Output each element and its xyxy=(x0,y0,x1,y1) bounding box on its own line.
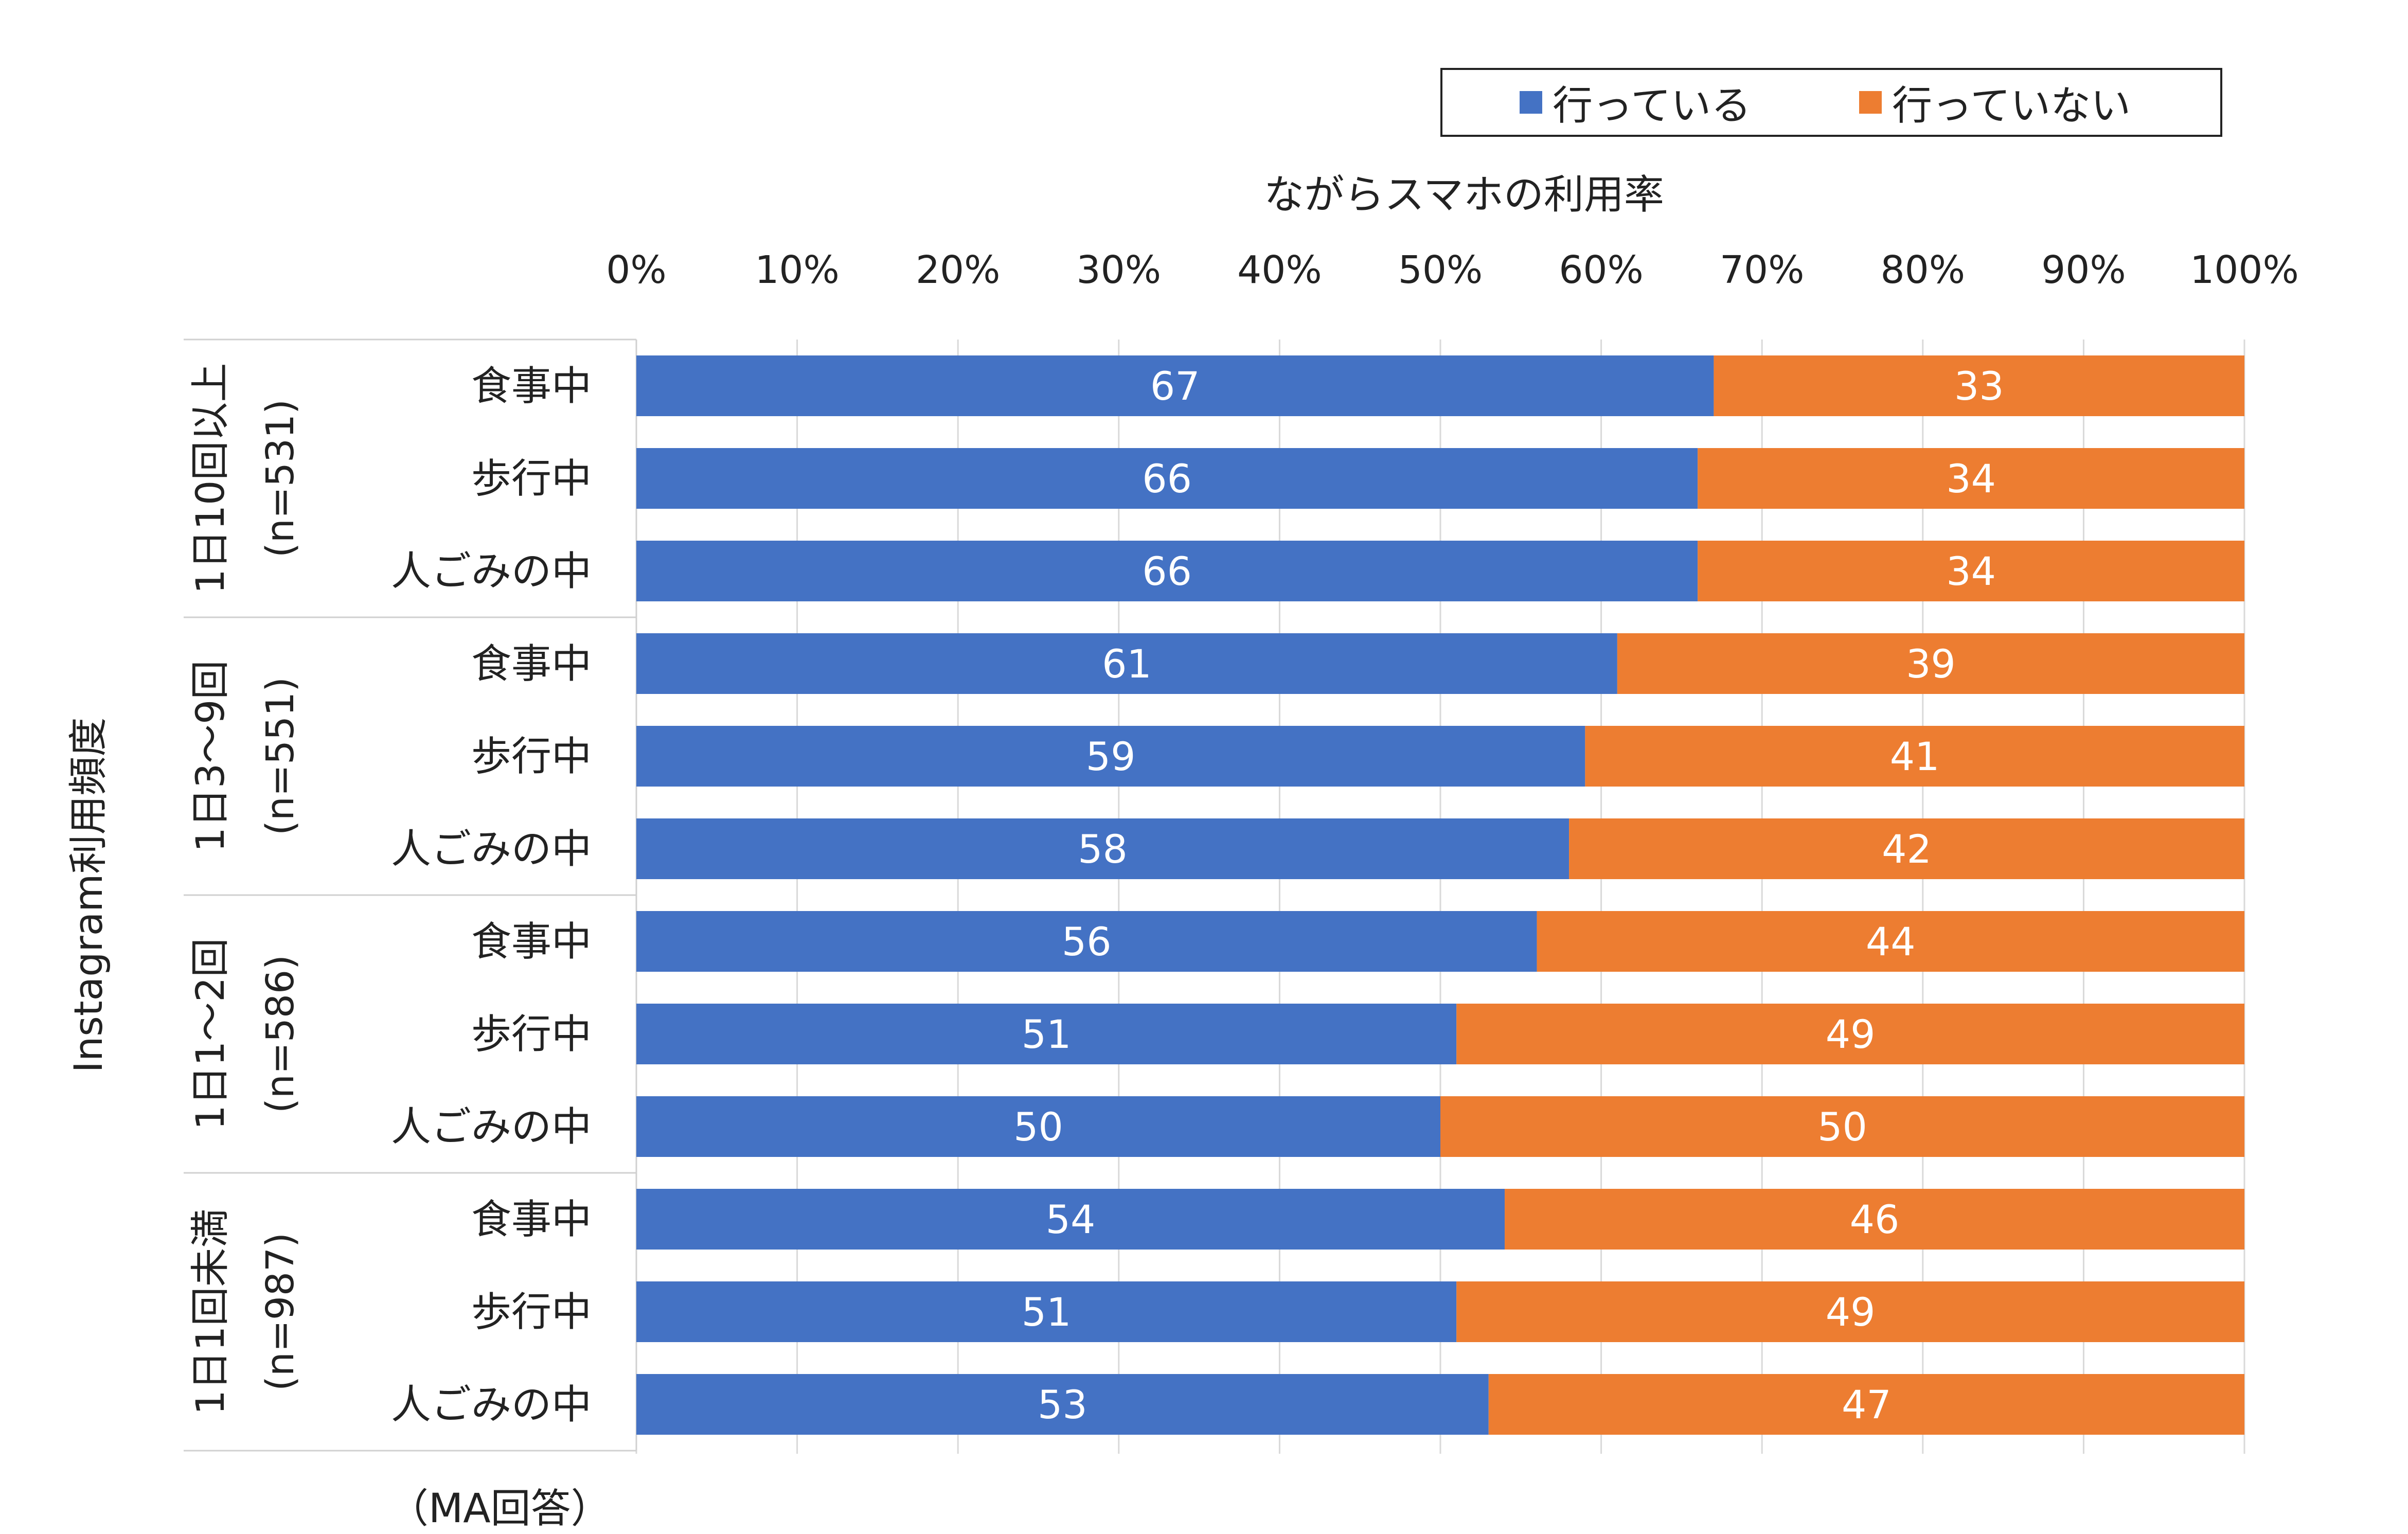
bar-value-label: 61 xyxy=(1102,641,1152,687)
bar-not-done xyxy=(1569,818,2244,879)
legend-item-not-done: 行っていない xyxy=(1859,70,2131,135)
bar-value-label: 47 xyxy=(1842,1382,1892,1428)
legend-item-done: 行っている xyxy=(1520,70,1751,135)
bar-done xyxy=(636,541,1698,601)
bar-done xyxy=(636,633,1617,694)
group-sample-size: (n=551) xyxy=(258,677,302,835)
x-tick-label: 10% xyxy=(755,248,839,292)
group-sample-size: (n=987) xyxy=(258,1233,302,1391)
bar-not-done xyxy=(1488,1374,2244,1435)
bar-done xyxy=(636,1374,1489,1435)
bar-value-label: 56 xyxy=(1062,919,1112,965)
legend-swatch-done xyxy=(1520,91,1542,114)
bar-value-label: 50 xyxy=(1817,1104,1867,1150)
bar-value-label: 67 xyxy=(1150,363,1200,409)
category-label: 食事中 xyxy=(471,363,592,409)
bar-done xyxy=(636,1096,1440,1157)
bar-done xyxy=(636,355,1714,416)
category-label: 食事中 xyxy=(471,1197,592,1243)
legend-swatch-not-done xyxy=(1859,91,1882,114)
x-tick-label: 20% xyxy=(916,248,1000,292)
bar-done xyxy=(636,1004,1457,1064)
bar-value-label: 34 xyxy=(1946,456,1996,502)
bar-value-label: 54 xyxy=(1046,1197,1096,1242)
legend-label-done: 行っている xyxy=(1553,83,1752,129)
x-tick-label: 80% xyxy=(1881,248,1965,292)
bar-value-label: 51 xyxy=(1022,1289,1072,1335)
bar-value-label: 51 xyxy=(1022,1011,1072,1057)
legend-label-not-done: 行っていない xyxy=(1892,83,2131,129)
bar-not-done xyxy=(1505,1189,2244,1250)
footnote-ma: （MA回答） xyxy=(388,1486,611,1532)
bar-value-label: 66 xyxy=(1142,456,1192,502)
category-label: 人ごみの中 xyxy=(391,1104,592,1150)
bar-not-done xyxy=(1440,1096,2244,1157)
bar-done xyxy=(636,1281,1457,1342)
bar-done xyxy=(636,1189,1505,1250)
bar-value-label: 34 xyxy=(1946,548,1996,594)
bar-value-label: 49 xyxy=(1826,1011,1876,1057)
bar-done xyxy=(636,448,1698,509)
category-label: 食事中 xyxy=(471,919,592,965)
category-label: 歩行中 xyxy=(471,734,592,780)
bar-not-done xyxy=(1537,911,2244,972)
bar-value-label: 39 xyxy=(1906,641,1956,687)
group-label: 1日1～2回 xyxy=(187,938,233,1130)
bar-value-label: 42 xyxy=(1882,826,1932,872)
x-tick-label: 70% xyxy=(1720,248,1804,292)
group-label: 1日1回未満 xyxy=(187,1209,233,1415)
category-label: 歩行中 xyxy=(471,1289,592,1335)
bar-value-label: 59 xyxy=(1086,734,1136,779)
category-label: 人ごみの中 xyxy=(391,826,592,872)
bar-not-done xyxy=(1456,1281,2244,1342)
bar-not-done xyxy=(1698,541,2244,601)
bar-value-label: 58 xyxy=(1078,826,1128,872)
group-sample-size: (n=531) xyxy=(258,399,302,558)
x-tick-label: 100% xyxy=(2190,248,2299,292)
bar-not-done xyxy=(1698,448,2244,509)
bar-not-done xyxy=(1617,633,2244,694)
bar-value-label: 49 xyxy=(1826,1289,1876,1335)
y-axis-title: Instagram利用頻度 xyxy=(65,718,111,1073)
bar-value-label: 50 xyxy=(1013,1104,1063,1150)
bar-value-label: 44 xyxy=(1866,919,1916,965)
x-tick-label: 50% xyxy=(1398,248,1483,292)
group-label: 1日3～9回 xyxy=(187,660,233,852)
bar-not-done xyxy=(1714,355,2244,416)
bar-value-label: 41 xyxy=(1890,734,1940,779)
x-tick-label: 0% xyxy=(606,248,666,292)
bar-done xyxy=(636,726,1585,787)
x-tick-label: 60% xyxy=(1559,248,1643,292)
category-label: 歩行中 xyxy=(471,1011,592,1058)
bar-not-done xyxy=(1585,726,2244,787)
bar-value-label: 46 xyxy=(1850,1197,1900,1242)
legend: 行っている 行っていない xyxy=(1440,68,2222,137)
chart-title: ながらスマホの利用率 xyxy=(1264,172,1664,218)
bar-value-label: 53 xyxy=(1038,1382,1087,1428)
category-label: 歩行中 xyxy=(471,456,592,502)
bar-value-label: 66 xyxy=(1142,548,1192,594)
group-label: 1日10回以上 xyxy=(187,363,233,594)
group-sample-size: (n=586) xyxy=(258,955,302,1113)
x-tick-label: 40% xyxy=(1237,248,1322,292)
category-label: 人ごみの中 xyxy=(391,548,592,595)
bar-done xyxy=(636,911,1537,972)
category-label: 人ごみの中 xyxy=(391,1382,592,1428)
category-label: 食事中 xyxy=(471,641,592,687)
bar-value-label: 33 xyxy=(1954,363,2004,409)
bar-not-done xyxy=(1456,1004,2244,1064)
bar-done xyxy=(636,818,1569,879)
x-tick-label: 30% xyxy=(1077,248,1161,292)
x-tick-label: 90% xyxy=(2041,248,2126,292)
